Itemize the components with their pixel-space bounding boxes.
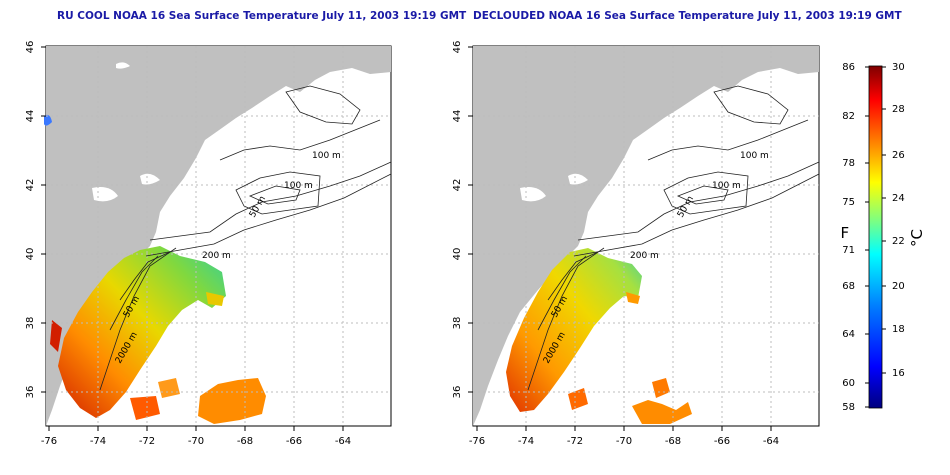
fahrenheit-tick: 71: [842, 245, 855, 256]
x-tick-label: -68: [237, 436, 253, 447]
celsius-tick: 26: [892, 150, 905, 161]
contour-label: 100 m: [284, 181, 313, 191]
x-tick-label: -76: [469, 436, 485, 447]
contour-label: 100 m: [712, 181, 741, 191]
y-tick-label: 46: [452, 41, 463, 54]
contour-label: 200 m: [202, 251, 231, 261]
right-sst-map: 100 m 100 m 50 m 200 m 50 m 2000 m -76 -…: [452, 41, 820, 447]
x-tick-label: -74: [518, 436, 534, 447]
fahrenheit-tick: 86: [842, 62, 855, 73]
temperature-colorbar: 86 82 78 75 71 68 64 60 58 30 28 26 24 2…: [840, 62, 926, 413]
fahrenheit-tick: 78: [842, 158, 855, 169]
y-tick-label: 38: [25, 317, 36, 330]
celsius-tick: 22: [892, 236, 905, 247]
celsius-axis-label: °C: [908, 229, 926, 247]
x-tick-label: -74: [90, 436, 106, 447]
y-tick-label: 42: [452, 179, 463, 192]
sst-main-patch: [506, 248, 642, 412]
x-tick-label: -68: [665, 436, 681, 447]
left-map-title: RU COOL NOAA 16 Sea Surface Temperature …: [57, 10, 467, 22]
y-tick-label: 38: [452, 317, 463, 330]
x-tick-label: -64: [335, 436, 351, 447]
y-tick-label: 44: [452, 110, 463, 123]
fahrenheit-tick: 75: [842, 197, 855, 208]
y-tick-label: 36: [452, 386, 463, 399]
y-tick-label: 36: [25, 386, 36, 399]
contour-label: 100 m: [740, 151, 769, 161]
fahrenheit-tick: 58: [842, 402, 855, 413]
sst-main-patch: [58, 246, 226, 418]
left-sst-map: 100 m 100 m 50 m 200 m 50 m 2000 m -76 -…: [25, 41, 392, 447]
x-tick-label: -66: [286, 436, 302, 447]
contour-label: 100 m: [312, 151, 341, 161]
x-tick-label: -72: [139, 436, 155, 447]
fahrenheit-tick: 60: [842, 378, 855, 389]
fahrenheit-tick: 82: [842, 111, 855, 122]
celsius-tick: 16: [892, 368, 905, 379]
land-mass: [473, 46, 819, 426]
land-mass: [46, 46, 391, 426]
x-tick-label: -70: [188, 436, 204, 447]
fahrenheit-tick: 64: [842, 329, 855, 340]
y-tick-label: 40: [25, 248, 36, 261]
celsius-tick: 28: [892, 104, 905, 115]
x-tick-label: -64: [763, 436, 779, 447]
fahrenheit-tick: 68: [842, 281, 855, 292]
x-tick-label: -72: [567, 436, 583, 447]
celsius-tick: 18: [892, 324, 905, 335]
contour-label: 200 m: [630, 251, 659, 261]
y-tick-label: 46: [25, 41, 36, 54]
celsius-tick: 24: [892, 193, 905, 204]
x-tick-label: -66: [714, 436, 730, 447]
y-tick-label: 42: [25, 179, 36, 192]
celsius-tick: 30: [892, 62, 905, 73]
x-tick-label: -70: [616, 436, 632, 447]
right-map-title: DECLOUDED NOAA 16 Sea Surface Temperatur…: [473, 10, 902, 22]
y-tick-label: 40: [452, 248, 463, 261]
colorbar-gradient: [868, 65, 883, 409]
y-tick-label: 44: [25, 110, 36, 123]
x-tick-label: -76: [41, 436, 57, 447]
celsius-tick: 20: [892, 281, 905, 292]
fahrenheit-axis-label: °F: [840, 224, 849, 242]
